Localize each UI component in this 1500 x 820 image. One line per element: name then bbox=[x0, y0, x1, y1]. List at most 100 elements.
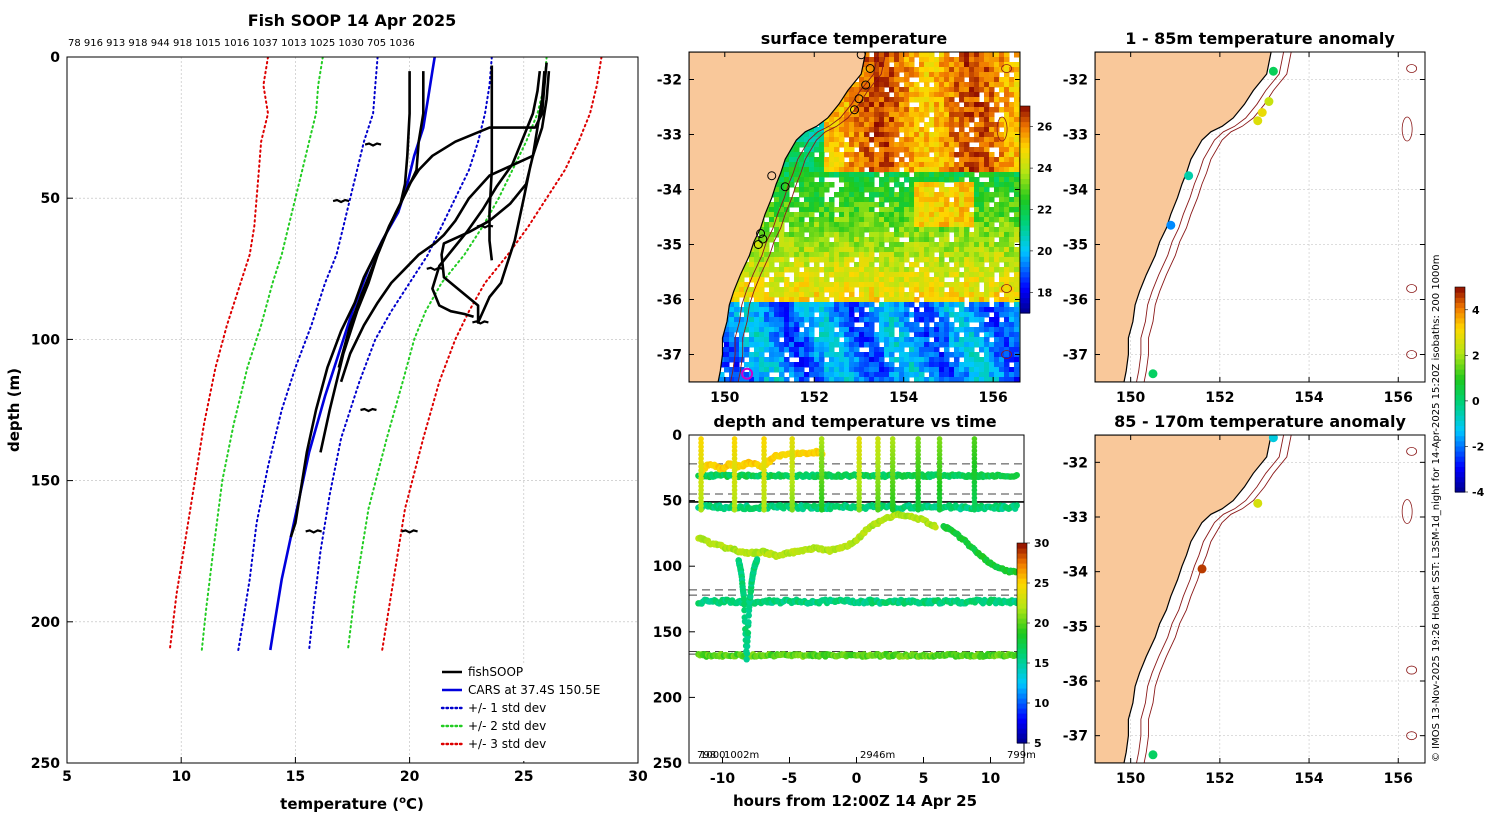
sst-cell bbox=[1004, 332, 1010, 338]
sst-cell bbox=[999, 307, 1005, 313]
sst-cell bbox=[779, 242, 785, 248]
sst-cell bbox=[1009, 222, 1015, 228]
sst-cell bbox=[989, 317, 995, 323]
sst-cell bbox=[819, 377, 825, 382]
sst-cell bbox=[934, 67, 940, 73]
sst-cell bbox=[769, 232, 775, 238]
sst-cbar-swatch bbox=[1020, 106, 1030, 112]
sst-cell bbox=[994, 192, 1000, 198]
sst-cell bbox=[884, 142, 890, 148]
sst-cell bbox=[964, 222, 970, 228]
sst-cell bbox=[1009, 227, 1015, 233]
sst-cell bbox=[914, 207, 920, 213]
sst-cell bbox=[979, 317, 985, 323]
sst-cell bbox=[859, 202, 865, 208]
sst-cell bbox=[814, 307, 820, 313]
sst-cell bbox=[809, 142, 815, 148]
series-line-12 bbox=[431, 70, 542, 319]
sst-cell bbox=[789, 307, 795, 313]
sst-cell bbox=[974, 102, 980, 108]
sst-cell bbox=[854, 352, 860, 358]
sst-station-6 bbox=[780, 182, 790, 192]
sst-cell bbox=[994, 172, 1000, 178]
sst-cell bbox=[884, 317, 890, 323]
sst-cell bbox=[889, 117, 895, 123]
sst-cell bbox=[929, 212, 935, 218]
sst-cell bbox=[879, 97, 885, 103]
sst-cell bbox=[939, 322, 945, 328]
sst-cell bbox=[909, 117, 915, 123]
sst-cell bbox=[934, 267, 940, 273]
sst-cell bbox=[804, 267, 810, 273]
sst-cell bbox=[909, 267, 915, 273]
sst-cell bbox=[904, 102, 910, 108]
sst-cell bbox=[924, 347, 930, 353]
sst-cell bbox=[894, 347, 900, 353]
sst-cell bbox=[849, 177, 855, 183]
sst-cell bbox=[1004, 257, 1010, 263]
sst-cell bbox=[984, 292, 990, 298]
sst-cell bbox=[924, 67, 930, 73]
sst-cell bbox=[779, 262, 785, 268]
sst-cell bbox=[864, 257, 870, 263]
sst-cell bbox=[734, 367, 740, 373]
sst-cell bbox=[899, 212, 905, 218]
sst-cell bbox=[954, 352, 960, 358]
sst-cell bbox=[939, 292, 945, 298]
sst-cell bbox=[884, 237, 890, 243]
sst-cell bbox=[844, 357, 850, 363]
sst-cell bbox=[934, 297, 940, 303]
sst-cell bbox=[904, 292, 910, 298]
sst-cell bbox=[764, 282, 770, 288]
x-tick-label: 15 bbox=[286, 769, 305, 785]
sst-cell bbox=[889, 342, 895, 348]
sst-cell bbox=[1009, 367, 1015, 373]
sst-cell bbox=[864, 172, 870, 178]
sst-cell bbox=[804, 307, 810, 313]
sst-cell bbox=[964, 337, 970, 343]
sst-cell bbox=[924, 227, 930, 233]
sst-cell bbox=[989, 242, 995, 248]
sst-cell bbox=[794, 282, 800, 288]
sst-cell bbox=[789, 227, 795, 233]
sst-cell bbox=[759, 272, 765, 278]
sst-cell bbox=[969, 347, 975, 353]
sst-cell bbox=[954, 347, 960, 353]
sst-cell bbox=[824, 162, 830, 168]
sst-cell bbox=[999, 312, 1005, 318]
sst-cell bbox=[944, 292, 950, 298]
sst-cell bbox=[974, 342, 980, 348]
sst-cell bbox=[869, 122, 875, 128]
sst-cell bbox=[789, 157, 795, 163]
sst-cell bbox=[849, 287, 855, 293]
sst-cell bbox=[1014, 312, 1020, 318]
sst-cell bbox=[779, 187, 785, 193]
sst-cell bbox=[994, 312, 1000, 318]
sst-cell bbox=[854, 307, 860, 313]
sst-cell bbox=[879, 107, 885, 113]
sst-cell bbox=[759, 312, 765, 318]
sst-cell bbox=[749, 272, 755, 278]
sst-cell bbox=[894, 107, 900, 113]
sst-cell bbox=[874, 287, 880, 293]
sst-cell bbox=[884, 132, 890, 138]
sst-cell bbox=[844, 102, 850, 108]
sst-cell bbox=[999, 227, 1005, 233]
sst-cell bbox=[894, 277, 900, 283]
sst-cell bbox=[809, 172, 815, 178]
sst-cell bbox=[919, 222, 925, 228]
sst-cell bbox=[859, 262, 865, 268]
sst-cell bbox=[1009, 247, 1015, 253]
sst-cell bbox=[944, 142, 950, 148]
sst-cell bbox=[994, 52, 1000, 58]
sst-cell bbox=[749, 312, 755, 318]
sst-cell bbox=[939, 217, 945, 223]
sst-cell bbox=[929, 147, 935, 153]
sst-cell bbox=[814, 162, 820, 168]
sst-cell bbox=[979, 362, 985, 368]
sst-cell bbox=[954, 317, 960, 323]
sst-cell bbox=[784, 197, 790, 203]
sst-cell bbox=[864, 367, 870, 373]
sst-cell bbox=[979, 122, 985, 128]
sst-cell bbox=[989, 112, 995, 118]
